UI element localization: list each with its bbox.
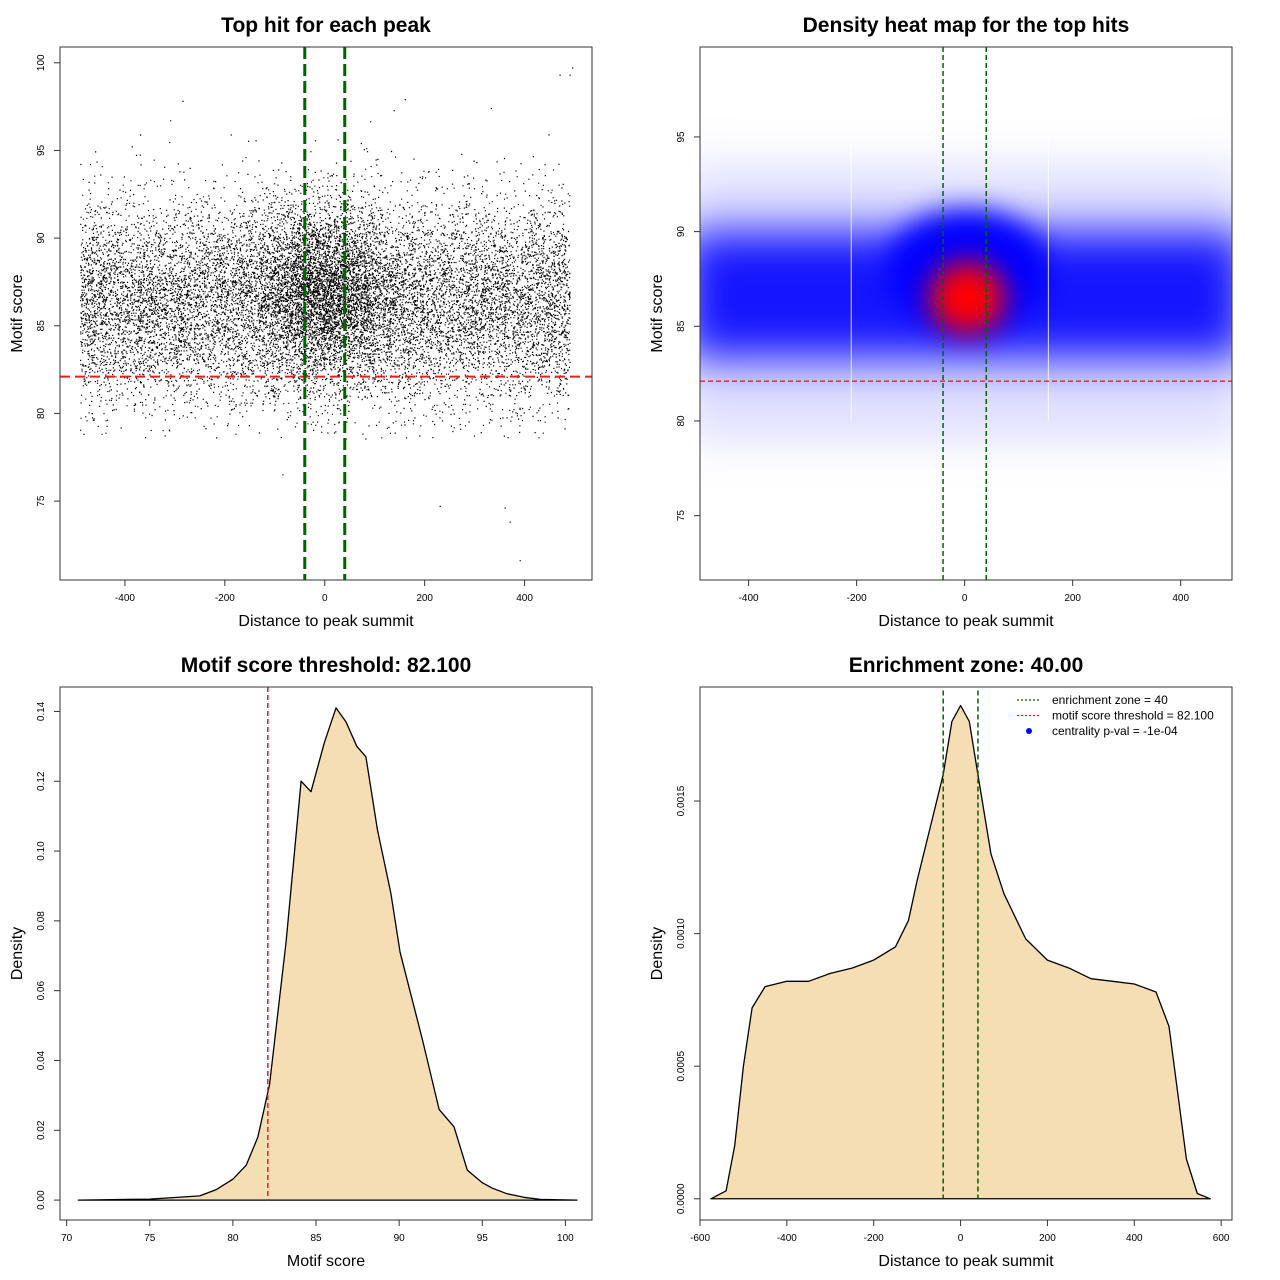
x-tick-label: -200: [215, 593, 235, 604]
y-tick-label: 85: [676, 320, 687, 332]
y-axis-label: Density: [649, 927, 666, 980]
y-tick-label: 0.08: [36, 911, 47, 931]
pval-legend-dot: [1026, 728, 1032, 734]
y-axis-label: Density: [9, 927, 26, 980]
y-tick-label: 0.10: [36, 841, 47, 861]
x-tick-label: 0: [958, 1233, 964, 1244]
score-density-panel: 70 75 80 85 90 95 100 0.00 0.02 0.04 0.06 0.08 0.10 0…: [9, 654, 593, 1270]
y-tick-label: 0.0005: [676, 1050, 687, 1081]
x-axis-label: Motif score: [287, 1253, 365, 1270]
x-tick-label: 95: [477, 1233, 489, 1244]
y-tick-label: 0.14: [36, 701, 47, 721]
y-axis-label: Motif score: [649, 274, 666, 352]
y-tick-label: 85: [36, 320, 47, 332]
x-axis-label: Distance to peak summit: [878, 613, 1054, 630]
chart-title: Motif score threshold: 82.100: [181, 654, 472, 677]
y-tick-label: 0.0000: [676, 1183, 687, 1214]
y-tick-label: 0.02: [36, 1120, 47, 1140]
y-tick-label: 90: [36, 232, 47, 244]
scatter-panel: -400 -200 0 200 400 75 80 85 90 95 100 Top hit for …: [9, 14, 593, 630]
x-tick-label: 200: [416, 593, 433, 604]
y-tick-label: 0.04: [36, 1050, 47, 1070]
chart-title: Density heat map for the top hits: [803, 14, 1130, 37]
heat-peak: [929, 261, 1006, 334]
heatmap-density: [700, 99, 1232, 440]
x-tick-label: -400: [739, 593, 759, 604]
x-tick-label: 100: [557, 1233, 574, 1244]
chart-title: Enrichment zone: 40.00: [849, 654, 1084, 677]
x-tick-label: 600: [1213, 1233, 1230, 1244]
heatmap-panel: -400 -200 0 200 400 75 80 85 90 95 Density heat ma…: [649, 14, 1233, 630]
y-tick-label: 0.12: [36, 771, 47, 791]
x-axis-label: Distance to peak summit: [878, 1253, 1054, 1270]
chart-title: Top hit for each peak: [221, 14, 431, 37]
legend-entry: motif score threshold = 82.100: [1052, 709, 1214, 723]
legend-entry: centrality p-val = -1e-04: [1052, 724, 1178, 738]
y-tick-label: 90: [676, 226, 687, 238]
y-tick-label: 0.00: [36, 1190, 47, 1210]
y-tick-label: 0.06: [36, 981, 47, 1001]
x-tick-label: 400: [1172, 593, 1189, 604]
x-tick-label: -200: [847, 593, 867, 604]
legend-entry: enrichment zone = 40: [1052, 693, 1168, 707]
y-tick-label: 80: [36, 407, 47, 419]
x-tick-label: -400: [115, 593, 135, 604]
x-tick-label: 200: [1064, 593, 1081, 604]
y-tick-label: 75: [36, 495, 47, 507]
x-tick-label: 85: [310, 1233, 322, 1244]
distance-density-panel: -600 -400 -200 0 200 400 600 0.0000 0.0005 0.0010…: [649, 654, 1233, 1270]
legend: enrichment zone = 40 motif score threshol…: [1017, 693, 1214, 738]
x-tick-label: 400: [516, 593, 533, 604]
x-tick-label: 400: [1126, 1233, 1143, 1244]
x-tick-label: 200: [1039, 1233, 1056, 1244]
y-tick-label: 100: [36, 54, 47, 71]
y-axis-label: Motif score: [9, 274, 26, 352]
y-tick-label: 80: [676, 415, 687, 427]
x-tick-label: -600: [690, 1233, 710, 1244]
density-curve: [710, 704, 1211, 1200]
x-tick-label: 0: [962, 593, 968, 604]
y-tick-label: 0.0015: [676, 785, 687, 816]
x-tick-label: -400: [777, 1233, 797, 1244]
y-tick-label: 95: [676, 131, 687, 143]
x-axis-label: Distance to peak summit: [238, 613, 414, 630]
x-tick-label: 90: [394, 1233, 406, 1244]
density-curve: [77, 707, 578, 1201]
y-tick-label: 95: [36, 144, 47, 156]
x-tick-label: 0: [322, 593, 328, 604]
y-tick-label: 0.0010: [676, 918, 687, 949]
y-tick-label: 75: [676, 510, 687, 522]
x-tick-label: -200: [864, 1233, 884, 1244]
x-tick-label: 70: [61, 1233, 73, 1244]
x-tick-label: 80: [227, 1233, 239, 1244]
x-tick-label: 75: [144, 1233, 156, 1244]
scatter-points: [80, 67, 574, 562]
